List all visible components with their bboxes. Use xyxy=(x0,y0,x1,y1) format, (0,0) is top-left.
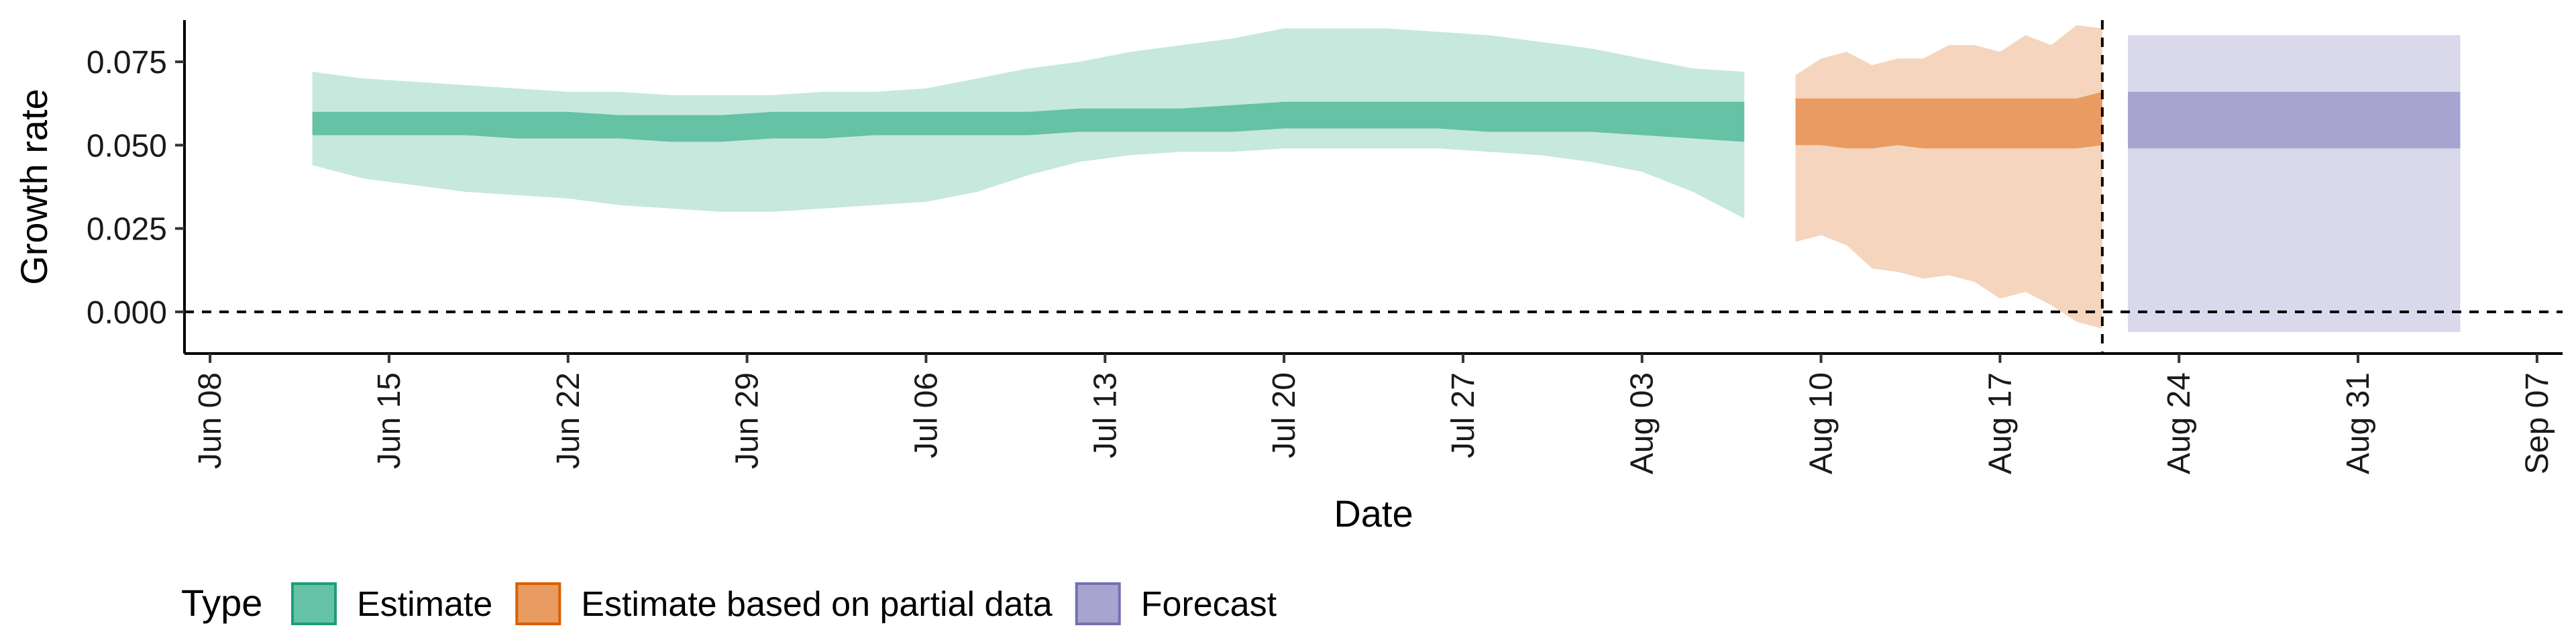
legend-label-estimate: Estimate xyxy=(357,585,492,624)
legend-label-forecast: Forecast xyxy=(1141,585,1277,624)
y-tick-label: 0.025 xyxy=(87,212,167,248)
axes: 0.000 0.025 0.050 0.075 Jun 08 Jun 15 Jun 22 Ju… xyxy=(87,20,2563,474)
legend-swatch-estimate-based-on-partial-data xyxy=(515,582,561,625)
y-tick-label: 0.000 xyxy=(87,295,167,331)
x-tick-label: Aug 10 xyxy=(1804,372,1839,474)
x-tick-label: Aug 03 xyxy=(1625,372,1660,474)
reference-lines xyxy=(184,20,2563,354)
legend-swatch-forecast xyxy=(1075,582,1121,625)
legend-label-estimate-based-on-partial-data: Estimate based on partial data xyxy=(581,585,1053,624)
x-tick-label: Jul 27 xyxy=(1446,372,1481,458)
x-tick-label: Sep 07 xyxy=(2520,372,2555,474)
x-tick-label: Jun 29 xyxy=(730,372,765,469)
legend-swatch-estimate xyxy=(291,582,337,625)
x-tick-label: Jul 13 xyxy=(1087,372,1123,458)
legend: Type Estimate Estimate based on partial da… xyxy=(181,582,1277,625)
x-tick-label: Jun 08 xyxy=(193,372,228,469)
x-tick-label: Aug 17 xyxy=(1982,372,2018,474)
y-axis-title: Growth rate xyxy=(13,89,55,285)
y-tick-label: 0.075 xyxy=(87,45,167,80)
band-90-forecast xyxy=(2128,35,2461,332)
band-50-forecast xyxy=(2128,91,2461,149)
x-axis-title: Date xyxy=(1334,492,1413,535)
x-tick-label: Aug 31 xyxy=(2341,372,2376,474)
x-tick-label: Jul 20 xyxy=(1267,372,1302,458)
x-tick-label: Jul 06 xyxy=(908,372,944,458)
x-tick-label: Aug 24 xyxy=(2161,372,2197,474)
x-tick-label: Jun 15 xyxy=(372,372,407,469)
band-50-estimate-based-on-partial-data xyxy=(1795,91,2102,149)
ribbon-layer xyxy=(312,25,2461,332)
y-tick-label: 0.050 xyxy=(87,128,167,164)
band-50-estimate xyxy=(312,101,1745,142)
legend-title: Type xyxy=(181,582,262,624)
x-tick-label: Jun 22 xyxy=(551,372,586,469)
